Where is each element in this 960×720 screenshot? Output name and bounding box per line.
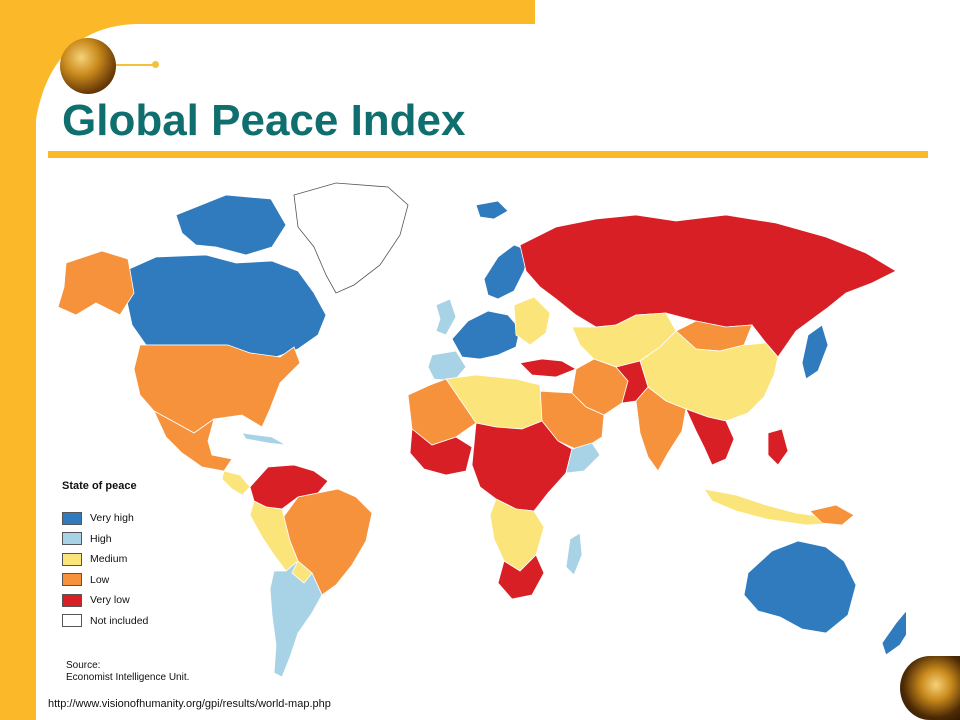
region-russia (519, 214, 897, 358)
region-madagascar (565, 532, 583, 576)
legend-swatch (62, 552, 82, 566)
legend-item: Very high (62, 508, 202, 529)
region-se-asia (685, 408, 735, 466)
legend-swatch (62, 614, 82, 628)
region-japan (801, 324, 829, 380)
globe-connector-dot (152, 61, 159, 68)
legend-item: High (62, 529, 202, 550)
globe-logo-icon (60, 38, 116, 94)
region-south-africa (497, 554, 545, 600)
region-png (809, 504, 855, 526)
source-url[interactable]: http://www.visionofhumanity.org/gpi/resu… (48, 698, 331, 710)
legend-swatch (62, 593, 82, 607)
legend-label: Not included (90, 614, 149, 627)
frame-corner-curve (0, 0, 140, 170)
legend-label: Very high (90, 512, 134, 525)
region-argentina (269, 560, 323, 678)
legend-item: Very low (62, 590, 202, 611)
legend-label: Very low (90, 594, 130, 607)
region-caribbean (241, 432, 287, 446)
legend-item: Not included (62, 611, 202, 632)
legend-swatch (62, 511, 82, 525)
region-india (635, 386, 687, 472)
region-eastern-europe (513, 296, 551, 346)
region-central-america (221, 470, 251, 496)
legend-label: High (90, 532, 112, 545)
region-west-africa (409, 428, 473, 476)
legend-item: Low (62, 570, 202, 591)
region-usa (133, 344, 301, 434)
source-name: Economist Intelligence Unit. (66, 672, 190, 683)
region-arctic-canada (175, 194, 287, 256)
region-paraguay (291, 560, 313, 584)
legend-swatch (62, 532, 82, 546)
source-note: Source: Economist Intelligence Unit. (66, 660, 189, 684)
world-map (57, 182, 906, 678)
region-turkey (519, 358, 577, 378)
map-legend: State of peace Very high High Medium Low Ver… (62, 480, 202, 631)
region-canada (119, 254, 327, 358)
region-mexico (153, 410, 233, 472)
region-iberia (427, 350, 467, 382)
title-underline (48, 151, 928, 158)
region-horn-of-africa (565, 442, 601, 474)
region-central-africa (471, 420, 573, 512)
page-title: Global Peace Index (62, 96, 466, 145)
region-australia (743, 540, 857, 634)
region-alaska (57, 250, 135, 316)
legend-title: State of peace (62, 480, 137, 492)
globe-connector-line (116, 64, 154, 66)
legend-label: Medium (90, 553, 128, 566)
region-uk (435, 298, 457, 336)
region-new-zealand (881, 610, 906, 656)
region-iceland (475, 200, 509, 220)
region-scandinavia (483, 244, 531, 300)
legend-swatch (62, 573, 82, 587)
corner-globe-icon (900, 656, 960, 720)
region-philippines (767, 428, 789, 466)
source-label: Source: (66, 660, 101, 671)
legend-label: Low (90, 573, 110, 586)
region-western-europe (451, 310, 521, 360)
legend-item: Medium (62, 549, 202, 570)
region-greenland (293, 182, 409, 294)
